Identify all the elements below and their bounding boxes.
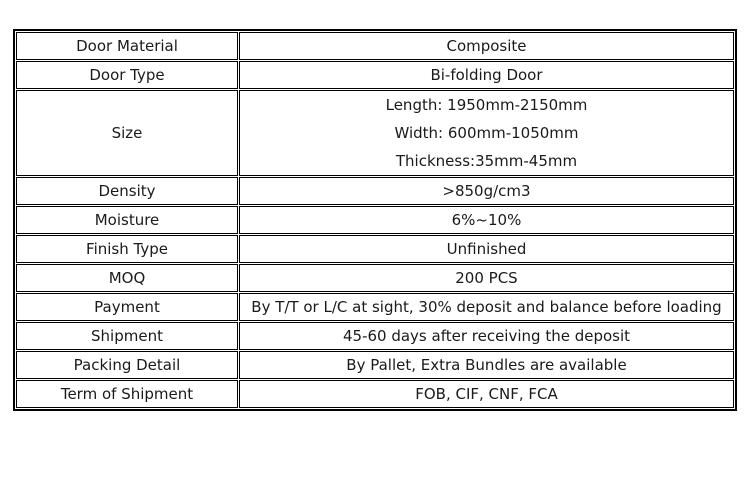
row-value: Composite <box>239 32 734 60</box>
row-value: 6%~10% <box>239 206 734 234</box>
row-label: Payment <box>16 293 238 321</box>
spec-table-body: Door Material Composite Door Type Bi-foldin… <box>16 32 734 408</box>
row-label: Shipment <box>16 322 238 350</box>
row-value: >850g/cm3 <box>239 177 734 205</box>
table-row: MOQ 200 PCS <box>16 264 734 292</box>
row-label: Size <box>16 90 238 176</box>
table-row: Size Length: 1950mm-2150mm Width: 600mm-10… <box>16 90 734 176</box>
table-row: Moisture 6%~10% <box>16 206 734 234</box>
row-value: Unfinished <box>239 235 734 263</box>
row-label: MOQ <box>16 264 238 292</box>
row-value-line: Width: 600mm-1050mm <box>394 124 579 142</box>
table-row: Density >850g/cm3 <box>16 177 734 205</box>
row-value-line: Thickness:35mm-45mm <box>395 152 578 170</box>
row-value: By Pallet, Extra Bundles are available <box>239 351 734 379</box>
row-value: 45-60 days after receiving the deposit <box>239 322 734 350</box>
row-label: Door Material <box>16 32 238 60</box>
table-row: Door Material Composite <box>16 32 734 60</box>
row-value: 200 PCS <box>239 264 734 292</box>
table-row: Finish Type Unfinished <box>16 235 734 263</box>
table-row: Door Type Bi-folding Door <box>16 61 734 89</box>
product-spec-table: Door Material Composite Door Type Bi-foldin… <box>13 29 737 411</box>
row-label: Moisture <box>16 206 238 234</box>
row-value-line: Length: 1950mm-2150mm <box>385 96 588 114</box>
row-value: Length: 1950mm-2150mm Width: 600mm-1050mm… <box>239 90 734 176</box>
row-label: Finish Type <box>16 235 238 263</box>
table-row: Term of Shipment FOB, CIF, CNF, FCA <box>16 380 734 408</box>
table-row: Payment By T/T or L/C at sight, 30% depos… <box>16 293 734 321</box>
row-label: Packing Detail <box>16 351 238 379</box>
row-value: By T/T or L/C at sight, 30% deposit and … <box>239 293 734 321</box>
row-value: Bi-folding Door <box>239 61 734 89</box>
row-label: Term of Shipment <box>16 380 238 408</box>
table-row: Shipment 45-60 days after receiving the d… <box>16 322 734 350</box>
row-label: Density <box>16 177 238 205</box>
table-row: Packing Detail By Pallet, Extra Bundles a… <box>16 351 734 379</box>
row-value: FOB, CIF, CNF, FCA <box>239 380 734 408</box>
row-label: Door Type <box>16 61 238 89</box>
